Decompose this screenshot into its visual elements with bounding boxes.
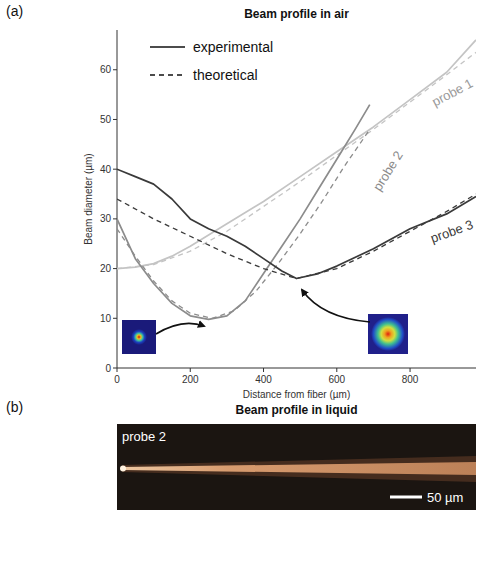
inset-image — [368, 314, 408, 354]
arrow — [302, 290, 370, 322]
beam — [122, 462, 476, 475]
x-tick — [117, 368, 118, 372]
y-tick-label: 0 — [105, 363, 111, 374]
figure: (a) Beam profile in air 0 200 400 600 800 0 10 20… — [0, 0, 484, 567]
x-axis-title: Distance from fiber (µm) — [243, 389, 350, 400]
inset-spot — [131, 329, 147, 345]
image-label: probe 2 — [122, 429, 166, 444]
data-line — [117, 40, 476, 269]
x-tick-label: 600 — [328, 374, 345, 385]
data-line — [117, 169, 476, 278]
y-tick — [113, 119, 117, 120]
page: {"chart_data": { "type": "line", "panel_… — [0, 0, 484, 567]
x-axis — [117, 368, 476, 369]
x-tick-label: 200 — [182, 374, 199, 385]
series-label: probe 2 — [370, 148, 406, 193]
y-axis-title: Beam diameter (µm) — [83, 153, 94, 244]
scale-bar-label: 50 µm — [427, 490, 463, 505]
y-tick — [113, 268, 117, 269]
legend-swatch — [150, 46, 185, 48]
data-line — [117, 194, 476, 279]
y-tick-label: 30 — [100, 213, 112, 224]
series-label: probe 1 — [429, 75, 475, 109]
x-tick — [190, 368, 191, 372]
beam-glow — [122, 456, 476, 482]
arrow — [156, 323, 204, 334]
y-tick-label: 50 — [100, 114, 112, 125]
data-line — [117, 129, 370, 318]
y-tick — [113, 169, 117, 170]
scale-bar — [390, 496, 422, 499]
series-label: probe 3 — [428, 217, 475, 246]
x-tick — [410, 368, 411, 372]
liquid-image — [117, 424, 476, 510]
y-tick-label: 60 — [100, 64, 112, 75]
x-tick — [263, 368, 264, 372]
y-tick — [113, 218, 117, 219]
x-tick-label: 0 — [114, 374, 120, 385]
plot-lines — [117, 40, 476, 319]
y-tick — [113, 368, 117, 369]
y-tick-label: 20 — [100, 263, 112, 274]
x-tick — [336, 368, 337, 372]
fiber-tip — [120, 466, 126, 472]
chart-title: Beam profile in air — [244, 7, 349, 21]
legend-label: theoretical — [193, 67, 258, 83]
inset-spot — [371, 317, 405, 351]
legend-label: experimental — [193, 39, 273, 55]
x-tick-label: 400 — [255, 374, 272, 385]
panel-title: Beam profile in liquid — [235, 403, 357, 417]
legend-swatch — [150, 74, 185, 76]
data-line — [117, 52, 476, 268]
y-tick — [113, 69, 117, 70]
y-tick-label: 10 — [100, 313, 112, 324]
data-line — [117, 105, 370, 320]
inset-image — [122, 320, 156, 354]
y-tick-label: 40 — [100, 164, 112, 175]
y-tick — [113, 318, 117, 319]
x-tick-label: 800 — [402, 374, 419, 385]
panel-label: (a) — [6, 3, 23, 19]
panel-label: (b) — [6, 399, 23, 415]
